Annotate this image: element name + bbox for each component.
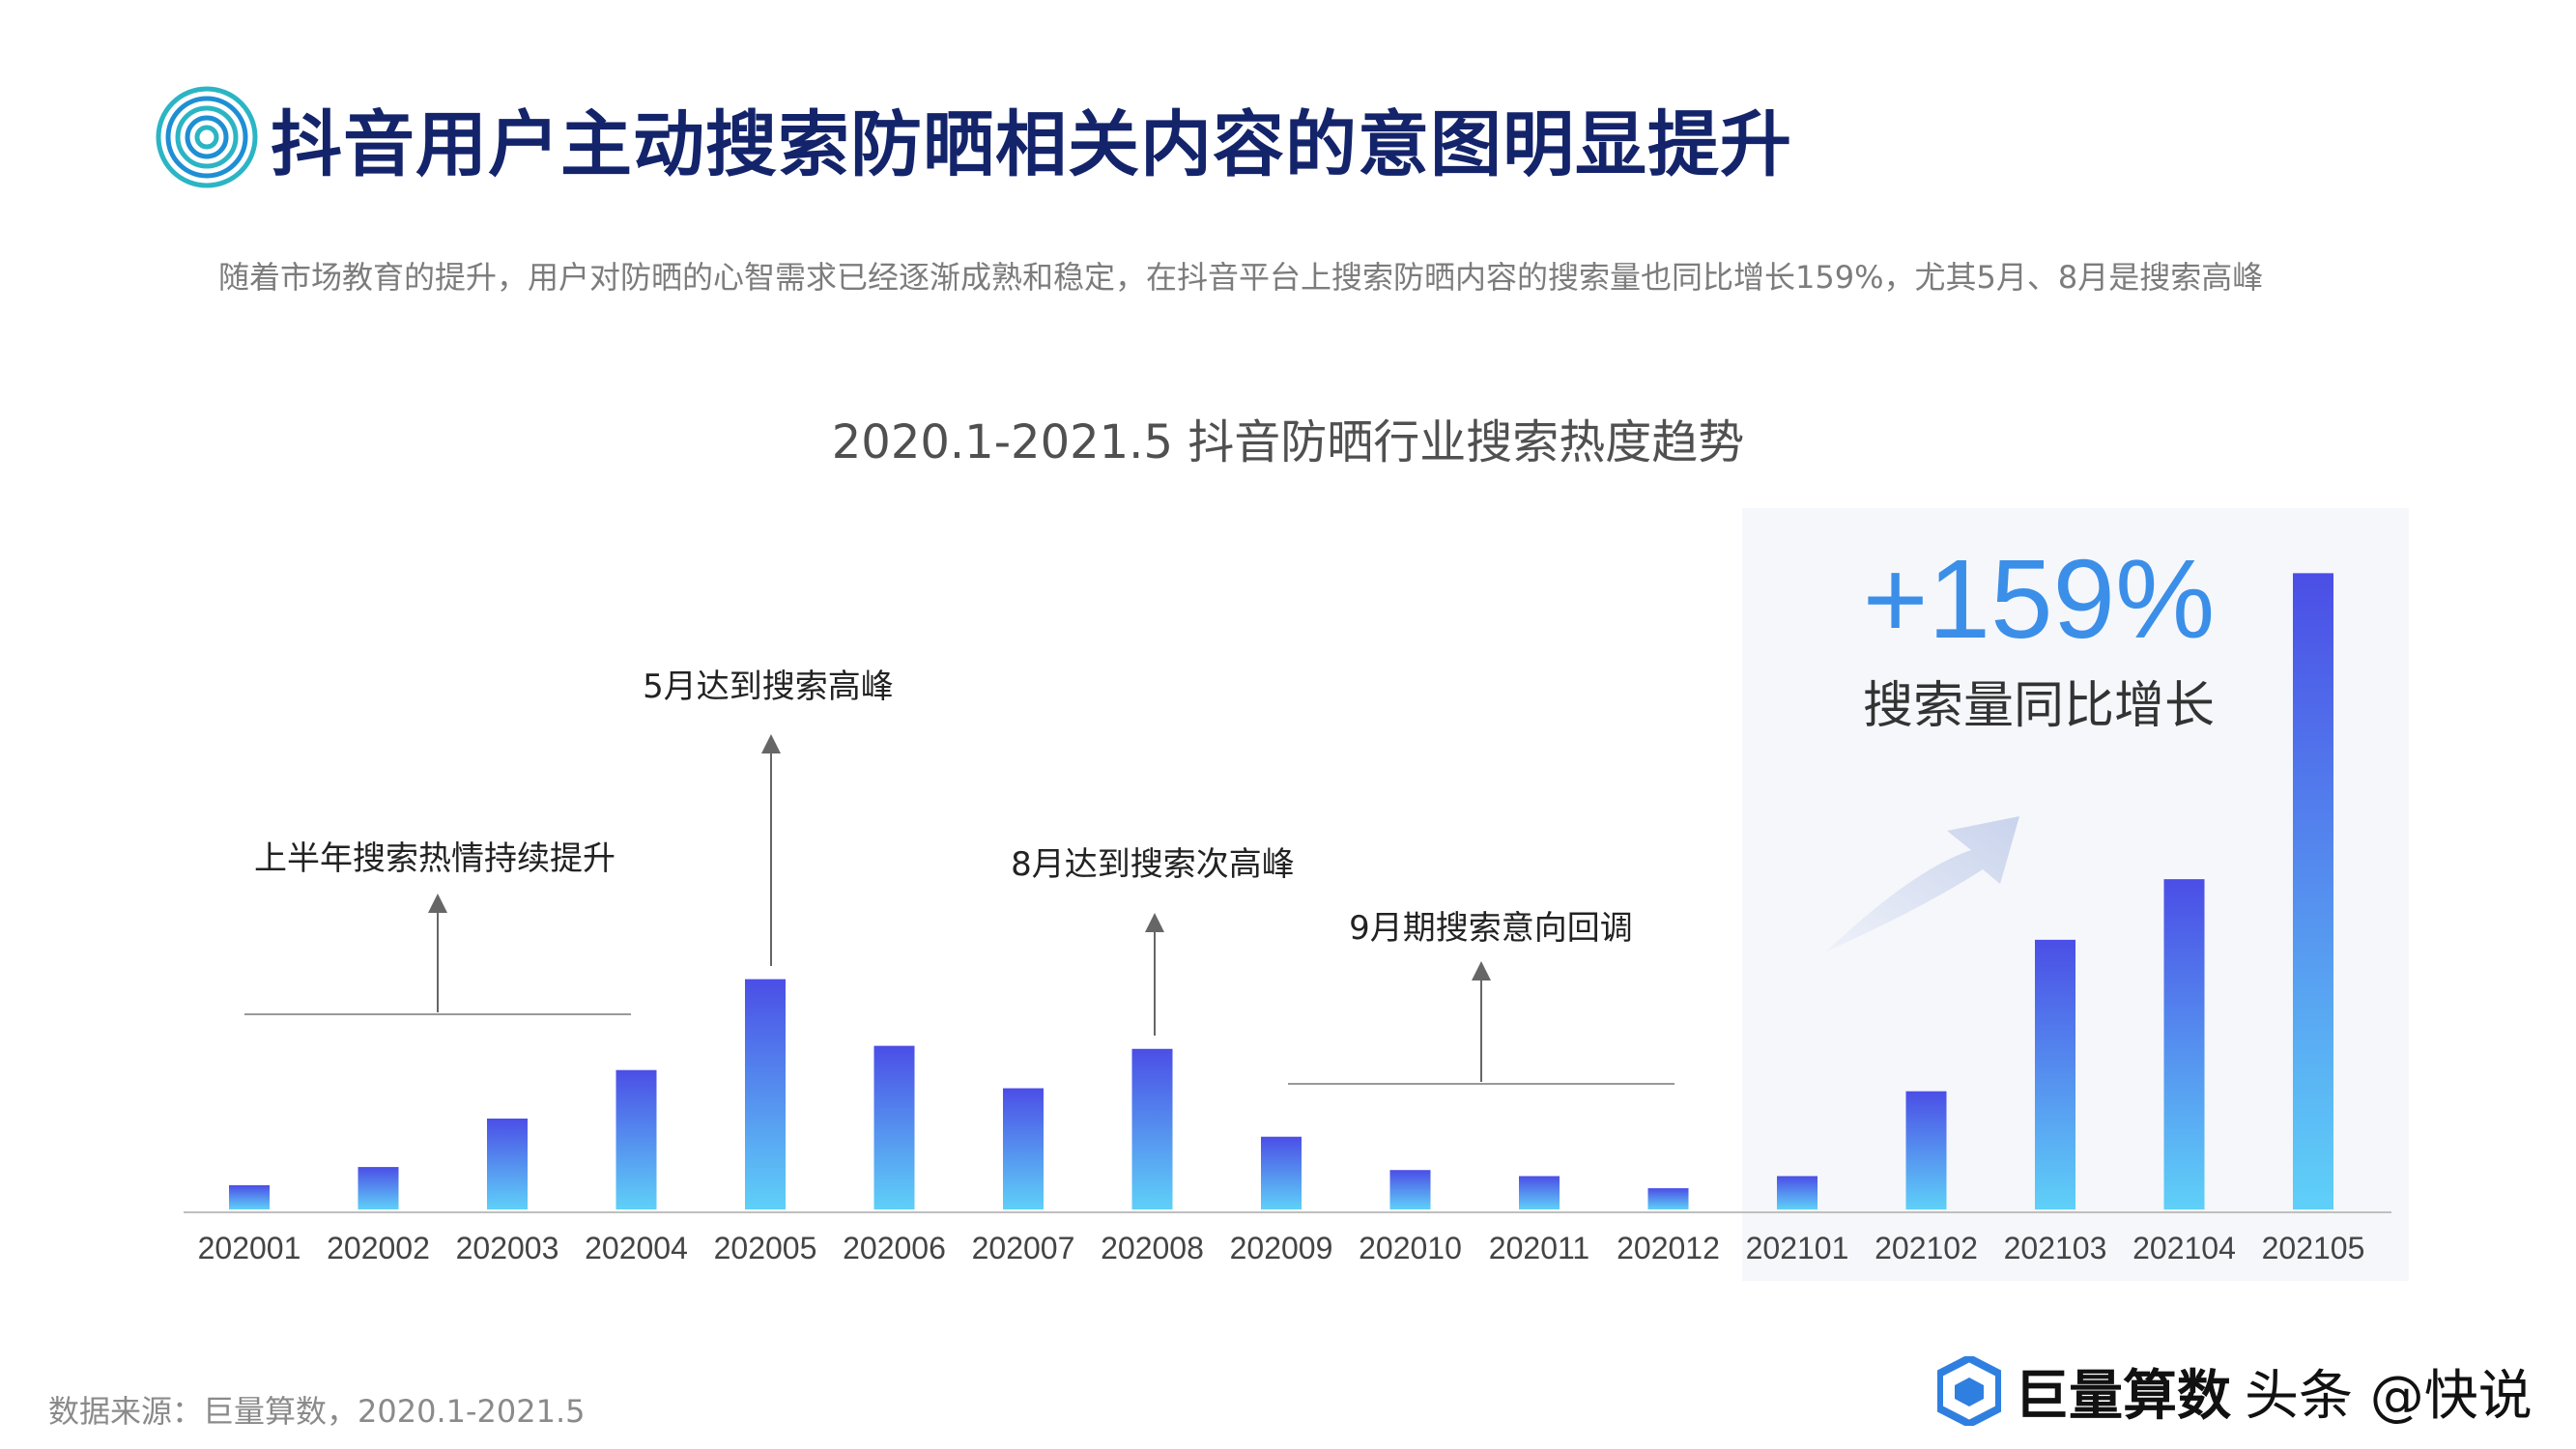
bar-202001	[229, 1184, 270, 1209]
brand-name: 巨量算数	[2015, 1364, 2231, 1428]
x-tick-label: 202102	[1875, 1231, 1978, 1265]
x-tick-label: 202009	[1230, 1231, 1333, 1265]
annotation-aug-label: 8月达到搜索次高峰	[1011, 845, 1295, 884]
bar-202101	[1777, 1176, 1818, 1209]
x-tick-label: 202104	[2132, 1231, 2236, 1265]
bar-202010	[1389, 1170, 1431, 1209]
data-source: 数据来源：巨量算数，2020.1-2021.5	[48, 1393, 586, 1430]
bar-202104	[2163, 879, 2205, 1209]
bar-202004	[615, 1069, 657, 1209]
x-tick-label: 202004	[585, 1231, 688, 1265]
watermark: 头条 @快说	[2245, 1364, 2533, 1428]
x-tick-label: 202001	[198, 1231, 301, 1265]
x-tick-label: 202002	[327, 1231, 430, 1265]
bar-202102	[1905, 1091, 1947, 1209]
page-subtitle: 随着市场教育的提升，用户对防晒的心智需求已经逐渐成熟和稳定，在抖音平台上搜索防晒…	[218, 259, 2264, 296]
x-tick-label: 202005	[714, 1231, 817, 1265]
chart-title: 2020.1-2021.5 抖音防晒行业搜索热度趋势	[831, 415, 1745, 469]
annotation-may-label: 5月达到搜索高峰	[643, 668, 894, 706]
growth-label: 搜索量同比增长	[1862, 677, 2215, 735]
bar-202103	[2035, 939, 2075, 1209]
logo-icon	[156, 86, 258, 188]
bar-202006	[873, 1045, 915, 1209]
brand-logo-icon	[1937, 1356, 2001, 1426]
x-tick-label: 202007	[972, 1231, 1075, 1265]
bar-202012	[1647, 1188, 1689, 1209]
bar-202105	[2293, 573, 2333, 1209]
bar-202002	[358, 1167, 399, 1209]
x-tick-label: 202010	[1359, 1231, 1462, 1265]
growth-value: +159%	[1862, 536, 2216, 662]
bar-202011	[1519, 1176, 1560, 1209]
x-tick-label: 202105	[2262, 1231, 2365, 1265]
annotation-sep-label: 9月期搜索意向回调	[1349, 909, 1633, 948]
bar-202009	[1261, 1136, 1302, 1209]
growth-arrow-icon	[1826, 816, 2019, 952]
annotation-h1-label: 上半年搜索热情持续提升	[254, 839, 615, 878]
x-tick-label: 202012	[1617, 1231, 1720, 1265]
brand: 巨量算数 头条 @快说	[1937, 1352, 2533, 1430]
x-tick-label: 202006	[843, 1231, 946, 1265]
bar-202005	[745, 979, 786, 1209]
bar-202003	[487, 1118, 528, 1209]
x-tick-label: 202103	[2004, 1231, 2107, 1265]
x-tick-label: 202101	[1746, 1231, 1849, 1265]
x-tick-label: 202003	[456, 1231, 559, 1265]
bar-202008	[1131, 1048, 1173, 1209]
x-tick-label: 202011	[1489, 1231, 1589, 1265]
page-title: 抖音用户主动搜索防晒相关内容的意图明显提升	[271, 103, 1792, 186]
x-tick-label: 202008	[1101, 1231, 1204, 1265]
bar-202007	[1003, 1088, 1044, 1209]
